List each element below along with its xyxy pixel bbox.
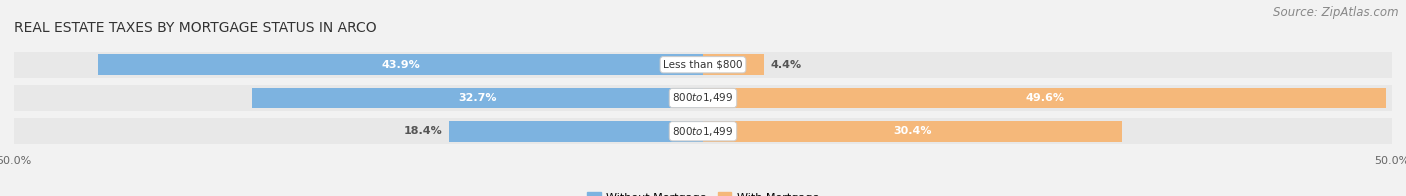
- Bar: [98, 54, 703, 75]
- Bar: [703, 88, 1386, 108]
- Legend: Without Mortgage, With Mortgage: Without Mortgage, With Mortgage: [582, 188, 824, 196]
- Text: 32.7%: 32.7%: [458, 93, 496, 103]
- Bar: [450, 121, 703, 142]
- Text: Less than $800: Less than $800: [664, 60, 742, 70]
- Text: 4.4%: 4.4%: [770, 60, 801, 70]
- Text: $800 to $1,499: $800 to $1,499: [672, 125, 734, 138]
- Bar: [14, 85, 1392, 111]
- Bar: [14, 52, 1392, 78]
- Text: 43.9%: 43.9%: [381, 60, 420, 70]
- Text: $800 to $1,499: $800 to $1,499: [672, 92, 734, 104]
- Text: Source: ZipAtlas.com: Source: ZipAtlas.com: [1274, 6, 1399, 19]
- Bar: [253, 88, 703, 108]
- Text: 18.4%: 18.4%: [404, 126, 443, 136]
- Text: 49.6%: 49.6%: [1025, 93, 1064, 103]
- Bar: [703, 121, 1122, 142]
- Bar: [703, 54, 763, 75]
- Text: REAL ESTATE TAXES BY MORTGAGE STATUS IN ARCO: REAL ESTATE TAXES BY MORTGAGE STATUS IN …: [14, 21, 377, 35]
- Bar: [14, 118, 1392, 144]
- Text: 30.4%: 30.4%: [893, 126, 932, 136]
